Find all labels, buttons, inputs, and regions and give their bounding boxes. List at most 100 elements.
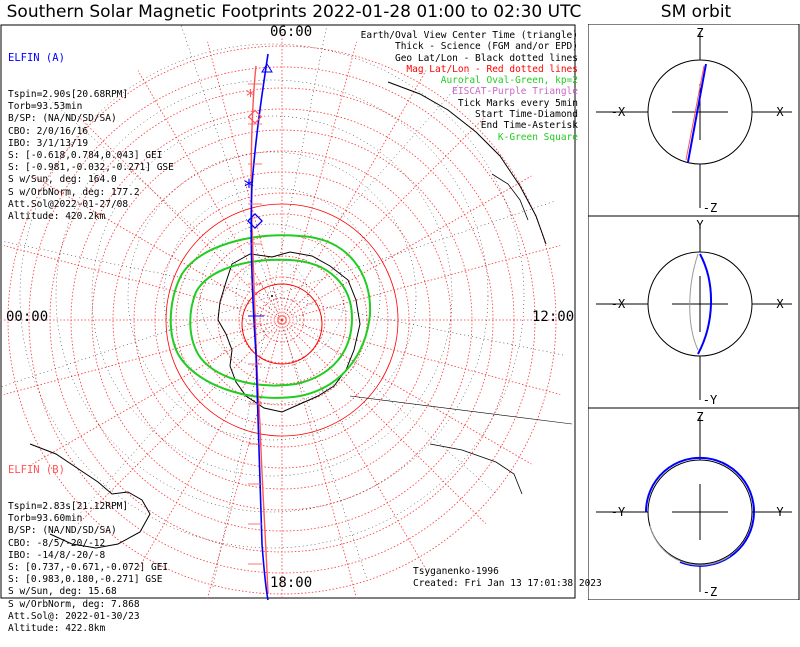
elfin-b-line: S: [0.983,0.180,-0.271] GSE bbox=[8, 574, 163, 586]
mag-lon-line bbox=[281, 175, 532, 321]
legend-item: Tick Marks every 5min bbox=[457, 97, 578, 109]
elfin-b-line: S: [0.737,-0.671,-0.072] GEI bbox=[8, 562, 169, 574]
elfin-a-orbit bbox=[687, 63, 707, 163]
credit-text: Tsyganenko-1996 bbox=[413, 566, 499, 577]
clock-label-bottom: 18:00 bbox=[270, 575, 313, 591]
elfin-b-end-asterisk: * bbox=[246, 86, 255, 107]
orbit-label-bottom: -Y bbox=[703, 393, 718, 407]
new-zealand-outline bbox=[29, 443, 151, 549]
geo-lat-circle bbox=[127, 151, 417, 441]
elfin-b-line: Altitude: 422.8km bbox=[8, 623, 106, 635]
elfin-b-line: Tspin=2.83s[21.12RPM] bbox=[8, 501, 129, 513]
elfin-a-line: Att.Sol@2022-01-27/08 bbox=[8, 198, 129, 210]
elfin-a-line: Torb=93.53min bbox=[8, 101, 83, 113]
auroral-ovals bbox=[169, 234, 372, 399]
legend-item: K-Green Square bbox=[497, 131, 578, 143]
satellite-tracks: ** bbox=[244, 53, 273, 600]
orbit-label-top: Y bbox=[696, 218, 704, 232]
elfin-b-line: Torb=93.60min bbox=[8, 513, 83, 525]
mag-lon-line bbox=[3, 319, 283, 395]
legend-item: End Time-Asterisk bbox=[480, 120, 578, 132]
antarctica-outline bbox=[217, 251, 361, 413]
legend-item: Auroral Oval-Green, kp=2 bbox=[440, 75, 578, 87]
elfin-a-line: Tspin=2.90s[20.68RPM] bbox=[8, 89, 129, 101]
geo-lon-line bbox=[212, 295, 273, 591]
geo-lat-circle bbox=[199, 223, 345, 369]
elfin-a-orbit bbox=[697, 253, 713, 355]
geo-lat-circle bbox=[55, 79, 489, 513]
mag-lon-line bbox=[281, 245, 561, 321]
geo-lat-circle bbox=[91, 115, 453, 477]
legend-item: Earth/Oval View Center Time (triangle) bbox=[360, 30, 578, 41]
auroral-oval-inner bbox=[189, 258, 354, 387]
elfin-a-line: Altitude: 420.2km bbox=[8, 211, 106, 223]
mag-lon-line bbox=[281, 116, 486, 321]
orbit-panels: Z -Z -X X Y -Y -X X Z -Z -Y Y bbox=[588, 24, 800, 600]
created-text: Created: Fri Jan 13 17:01:38 2023 bbox=[413, 578, 602, 589]
elfin-a-info: ELFIN (A) Tspin=2.90s[20.68RPM] Torb=93.5… bbox=[8, 28, 174, 235]
map-frame bbox=[0, 24, 576, 599]
mag-grid bbox=[0, 32, 570, 600]
elfin-b-line: Att.Sol@: 2022-01-30/23 bbox=[8, 610, 140, 622]
elfin-b-orbit bbox=[649, 525, 731, 566]
elfin-a-line: S: [-0.618,0.784,0.043] GEI bbox=[8, 150, 163, 162]
mag-lon-line bbox=[3, 245, 283, 321]
orbit-title: SM orbit bbox=[660, 2, 732, 22]
mag-lon-line bbox=[32, 319, 283, 465]
elfin-a-name: ELFIN (A) bbox=[8, 52, 65, 65]
geo-lat-circle bbox=[19, 43, 525, 549]
center-time-triangle bbox=[261, 63, 273, 73]
elfin-b-line: B/SP: (NA/ND/SD/SA) bbox=[8, 525, 117, 537]
page-title: Southern Solar Magnetic Footprints 2022-… bbox=[6, 2, 582, 22]
elfin-a-end-asterisk: * bbox=[244, 175, 254, 199]
orbit-panel-frame bbox=[588, 407, 800, 600]
orbit-label-bottom: -Z bbox=[703, 585, 717, 599]
terminator-line bbox=[349, 395, 573, 425]
clock-label-left: 00:00 bbox=[6, 309, 49, 325]
mag-lon-line bbox=[281, 319, 532, 465]
inner-pole-circle bbox=[241, 283, 323, 365]
mag-lon-line bbox=[137, 319, 283, 570]
legend-item: EISCAT-Purple Triangle bbox=[452, 86, 578, 98]
elfin-b-orbit bbox=[689, 253, 699, 351]
coast-outline bbox=[491, 173, 529, 221]
orbit-label-right: X bbox=[776, 297, 784, 311]
elfin-a-line: S: [-0.981,-0.032,-0.271] GSE bbox=[8, 162, 174, 174]
elfin-a-track bbox=[250, 53, 269, 600]
elfin-a-line: S w/Sun, deg: 164.0 bbox=[8, 174, 117, 186]
elfin-a-start-diamond bbox=[247, 213, 263, 229]
legend-item: Thick - Science (FGM and/or EPD) bbox=[394, 41, 578, 53]
elfin-a-line: S w/OrbNorm, deg: 177.2 bbox=[8, 186, 140, 198]
elfin-b-line: S w/Sun, deg: 15.68 bbox=[8, 586, 117, 598]
elfin-b-line: S w/OrbNorm, deg: 7.868 bbox=[8, 598, 140, 610]
geo-lat-circle bbox=[235, 259, 309, 333]
elfin-b-line: CBO: -8/5/-20/-12 bbox=[8, 537, 106, 549]
orbit-label-top: Z bbox=[696, 410, 703, 424]
clock-label-top: 06:00 bbox=[270, 24, 313, 40]
elfin-b-orbit bbox=[685, 65, 705, 161]
elfin-a-line: B/SP: (NA/ND/SD/SA) bbox=[8, 113, 117, 125]
legend-item: Geo Lat/Lon - Black dotted lines bbox=[394, 52, 578, 64]
mag-lon-line bbox=[78, 319, 283, 524]
footprint-map: ** bbox=[0, 24, 576, 600]
geo-grid bbox=[0, 24, 573, 591]
mag-lon-line bbox=[281, 319, 427, 570]
elfin-b-start-diamond bbox=[247, 109, 263, 124]
geo-lat-circle bbox=[163, 187, 381, 405]
mag-lon-line bbox=[207, 319, 283, 599]
orbit-label-left: -Y bbox=[611, 505, 626, 519]
mag-lon-line bbox=[281, 319, 486, 524]
clock-label-right: 12:00 bbox=[532, 309, 575, 325]
island-outline bbox=[429, 443, 523, 495]
auroral-oval-outer bbox=[169, 234, 372, 399]
elfin-a-line: CBO: 2/0/16/16 bbox=[8, 125, 89, 137]
geo-lon-line bbox=[271, 24, 328, 297]
legend-item: Mag Lat/Lon - Red dotted lines bbox=[406, 63, 578, 75]
mag-lon-line bbox=[281, 319, 357, 599]
elfin-a-line: IBO: 3/1/13/19 bbox=[8, 137, 89, 149]
legend: Earth/Oval View Center Time (triangle) Th… bbox=[361, 30, 578, 143]
orbit-label-left: -X bbox=[611, 105, 626, 119]
continent-outlines bbox=[29, 81, 547, 549]
south-america-outline bbox=[387, 81, 547, 245]
elfin-b-info: ELFIN (B) Tspin=2.83s[21.12RPM] Torb=93.6… bbox=[8, 440, 168, 647]
